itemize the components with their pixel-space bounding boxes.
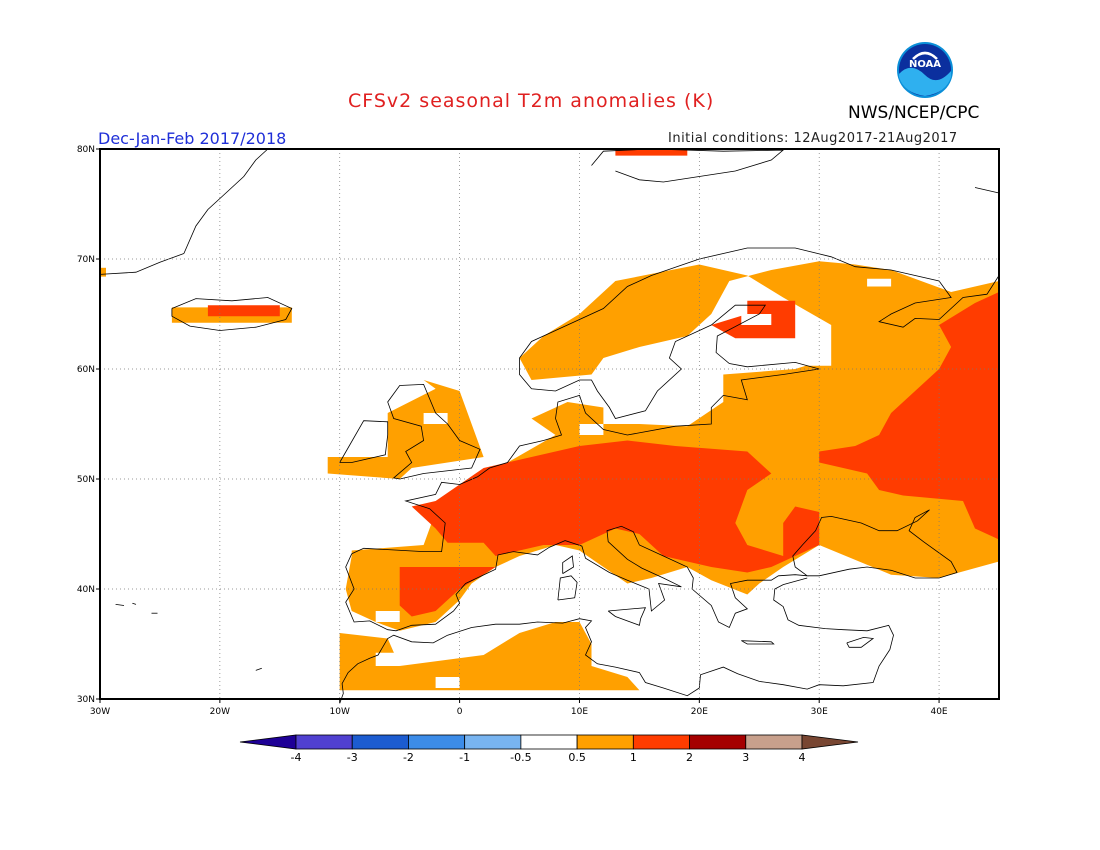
lon-label: 30E	[811, 707, 828, 717]
colorbar-label: -1	[459, 751, 470, 764]
lon-label: 20W	[210, 707, 230, 717]
anomaly-region-0p5-1-2	[327, 380, 484, 479]
coastline-7	[339, 577, 894, 704]
lon-label: 0	[457, 707, 463, 717]
colorbar	[239, 734, 859, 750]
map-title: CFSv2 seasonal T2m anomalies (K)	[348, 90, 715, 112]
coastline-11	[741, 640, 775, 645]
colorbar-arrow-right	[801, 734, 859, 750]
longitude-labels: 30W 20W 10W 0 10E 20E 30E 40E	[90, 699, 948, 717]
coastline-1	[99, 253, 185, 275]
lon-label: 20E	[691, 707, 708, 717]
neutral-patch-5	[375, 611, 400, 622]
coastline-18	[132, 602, 137, 605]
neutral-patch-7	[435, 677, 460, 688]
colorbar-arrow-left	[239, 734, 297, 750]
colorbar-swatch-1	[351, 734, 409, 750]
svg-text:NOAA: NOAA	[909, 59, 941, 70]
neutral-patch-9	[867, 278, 892, 287]
colorbar-swatch-6	[632, 734, 690, 750]
anomaly-region-0p5-1-4	[339, 622, 640, 691]
colorbar-swatch-4	[520, 734, 578, 750]
coastline-17	[115, 604, 125, 606]
coastline-0	[183, 148, 269, 254]
anomaly-region-1-2-2	[411, 440, 820, 573]
colorbar-label: 0.5	[568, 751, 586, 764]
colorbar-label: -3	[347, 751, 358, 764]
anomaly-region-1-2-5	[819, 292, 999, 540]
lon-label: 30W	[90, 707, 110, 717]
lat-label: 30N	[77, 695, 95, 705]
colorbar-label: 1	[630, 751, 637, 764]
coastline-15	[255, 667, 262, 671]
colorbar-swatch-3	[464, 734, 522, 750]
colorbar-label: 3	[742, 751, 749, 764]
colorbar-swatch-0	[295, 734, 353, 750]
neutral-patch-8	[807, 325, 820, 336]
coastline-2	[171, 297, 293, 331]
colorbar-label: -2	[403, 751, 414, 764]
coastline-9	[562, 555, 574, 574]
lat-label: 40N	[77, 585, 95, 595]
colorbar-label: -4	[291, 751, 302, 764]
lon-label: 10W	[330, 707, 350, 717]
colorbar-swatch-2	[408, 734, 466, 750]
lat-label: 60N	[77, 365, 95, 375]
anomaly-region-1-2-3	[399, 567, 496, 617]
lat-label: 80N	[77, 145, 95, 155]
agency-label: NWS/NCEP/CPC	[848, 103, 980, 123]
colorbar-swatch-8	[745, 734, 803, 750]
colorbar-labels: -4 -3 -2 -1 -0.5 0.5 1 2 3 4	[291, 751, 806, 764]
coastline-10	[607, 607, 647, 626]
latitude-labels: 80N 70N 60N 50N 40N 30N	[77, 145, 100, 705]
colorbar-label: 2	[686, 751, 693, 764]
neutral-patch-6	[375, 652, 400, 666]
anomaly-region-1-2-0	[207, 305, 280, 317]
colorbar-swatch-5	[576, 734, 634, 750]
lat-label: 50N	[77, 475, 95, 485]
coastline-12	[846, 636, 875, 648]
lon-label: 10E	[571, 707, 588, 717]
initial-conditions-label: Initial conditions: 12Aug2017-21Aug2017	[668, 131, 958, 146]
coastline-5	[351, 247, 1000, 555]
anomaly-region-1-2-1	[615, 149, 688, 156]
lat-label: 70N	[77, 255, 95, 265]
neutral-patch-4	[423, 413, 448, 424]
neutral-patch-2	[627, 385, 664, 408]
neutral-patch-0	[741, 314, 772, 325]
period-label: Dec-Jan-Feb 2017/2018	[98, 129, 287, 148]
map-frame	[99, 148, 1000, 700]
noaa-logo-icon: NOAA	[897, 42, 953, 98]
colorbar-label: -0.5	[510, 751, 531, 764]
colorbar-swatch-7	[689, 734, 747, 750]
lon-label: 40E	[930, 707, 947, 717]
anomaly-fill-layer	[100, 149, 999, 691]
coastline-8	[557, 575, 578, 601]
coastline-4	[387, 383, 481, 480]
coastline-3	[339, 420, 389, 463]
colorbar-label: 4	[799, 751, 806, 764]
neutral-patch-3	[579, 424, 604, 435]
